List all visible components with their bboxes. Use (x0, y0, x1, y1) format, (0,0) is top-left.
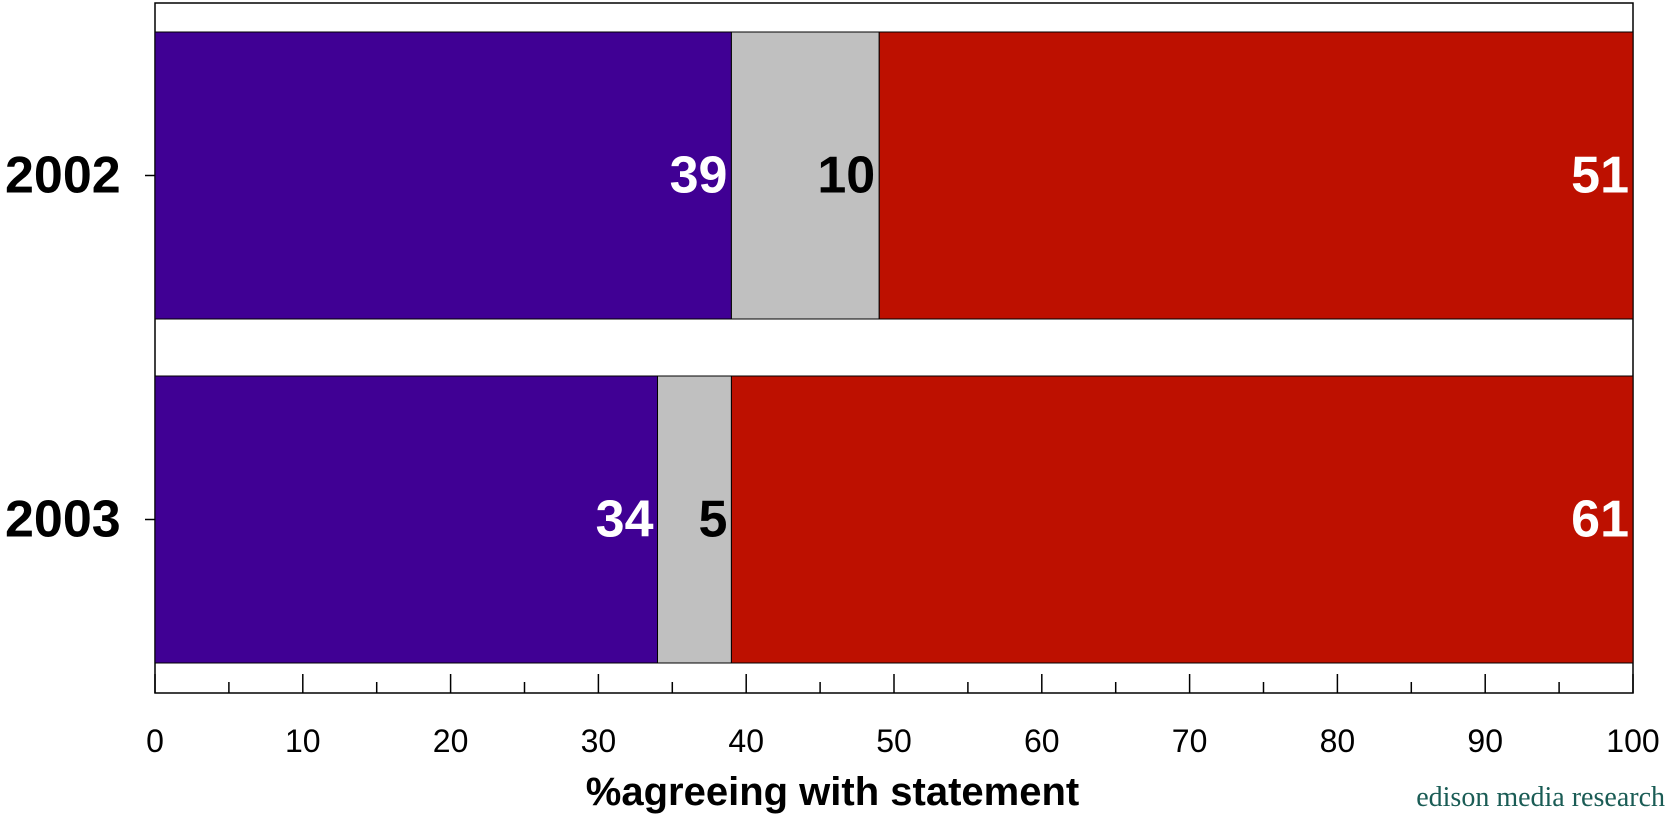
bar-2002-segment-1 (154, 31, 732, 320)
bar-2002-segment-3 (878, 31, 1634, 320)
x-tick-label: 50 (876, 723, 912, 759)
category-label-2002: 2002 (5, 147, 121, 205)
data-label-2002-segment-2: 10 (817, 147, 875, 205)
data-label-2002-segment-1: 39 (670, 147, 728, 205)
x-tick-label: 100 (1606, 723, 1659, 759)
x-tick-label: 10 (285, 723, 321, 759)
data-label-2003-segment-1: 34 (596, 491, 654, 549)
x-tick-label: 30 (581, 723, 617, 759)
x-tick-label: 40 (728, 723, 764, 759)
x-tick-label: 70 (1172, 723, 1208, 759)
x-tick-label: 60 (1024, 723, 1060, 759)
bar-2003-segment-1 (154, 375, 659, 664)
x-tick-label: 0 (146, 723, 164, 759)
x-tick-label: 20 (433, 723, 469, 759)
source-credit: edison media research (1416, 782, 1665, 813)
x-tick-label: 90 (1467, 723, 1503, 759)
data-label-2003-segment-2: 5 (698, 491, 727, 549)
data-label-2002-segment-3: 51 (1571, 147, 1629, 205)
bar-2003-segment-2 (657, 375, 732, 664)
x-tick-label: 80 (1320, 723, 1356, 759)
bar-2003-segment-3 (730, 375, 1634, 664)
x-axis-title: %agreeing with statement (585, 770, 1080, 814)
bar-2002-segment-2 (730, 31, 880, 320)
data-label-2003-segment-3: 61 (1571, 491, 1629, 549)
category-label-2003: 2003 (5, 491, 121, 549)
